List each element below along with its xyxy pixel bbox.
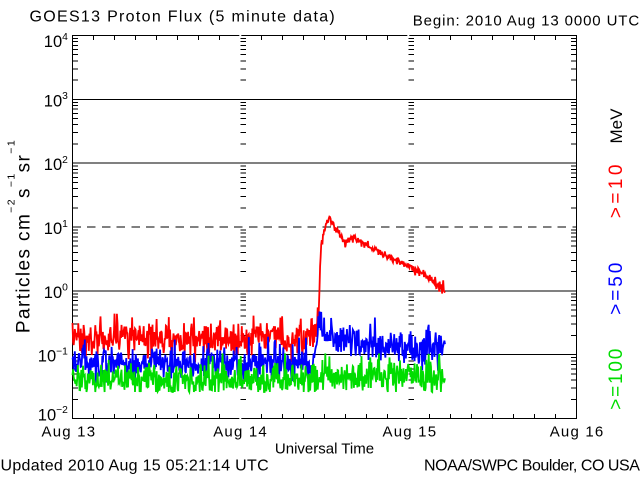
svg-text:Updated 2010 Aug 15 05:21:14 U: Updated 2010 Aug 15 05:21:14 UTC [1,457,269,474]
svg-text:>=100: >=100 [606,347,627,410]
svg-text:NOAA/SWPC Boulder, CO USA: NOAA/SWPC Boulder, CO USA [424,458,640,475]
svg-text:GOES13 Proton Flux (5 minute d: GOES13 Proton Flux (5 minute data) [30,8,337,25]
svg-text:104: 104 [44,32,68,51]
svg-text:Aug 16: Aug 16 [550,424,605,441]
svg-text:>=50: >=50 [606,260,627,315]
svg-text:101: 101 [44,219,68,238]
svg-text:Aug 13: Aug 13 [42,424,97,441]
svg-text:Universal Time: Universal Time [275,440,374,457]
svg-text:MeV: MeV [607,108,626,144]
svg-text:10−2: 10−2 [38,405,68,424]
svg-text:100: 100 [44,283,68,302]
svg-text:Begin: 2010 Aug 13 0000 UTC: Begin: 2010 Aug 13 0000 UTC [413,12,640,29]
svg-text:10−1: 10−1 [38,347,68,366]
svg-text:102: 102 [44,155,68,174]
svg-text:>=10: >=10 [606,161,627,218]
svg-text:103: 103 [44,91,68,110]
svg-text:Aug 15: Aug 15 [383,424,438,441]
svg-text:Aug 14: Aug 14 [213,424,268,441]
svg-text:Particles cm−2s−1sr−1: Particles cm−2s−1sr−1 [6,139,35,333]
